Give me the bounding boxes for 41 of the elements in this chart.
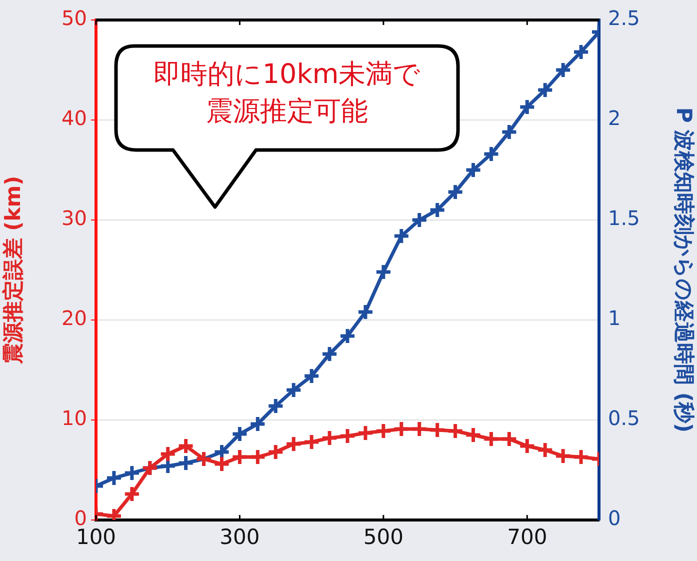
point: [284, 381, 302, 399]
point: [302, 367, 320, 385]
point: [428, 201, 446, 219]
y-tick-label: 10: [62, 406, 87, 430]
point: [177, 454, 195, 472]
point: [105, 469, 123, 487]
point: [536, 81, 554, 99]
y-tick-label: 30: [62, 206, 87, 230]
y-tick-label: 50: [62, 6, 87, 30]
y2-tick-label: 0.5: [608, 406, 640, 430]
point: [266, 397, 284, 415]
point: [320, 345, 338, 363]
x-tick-label: 300: [220, 525, 260, 550]
y-tick-label: 40: [62, 106, 87, 130]
point: [410, 211, 428, 229]
point: [338, 327, 356, 345]
point: [374, 263, 392, 281]
y2-tick-label: 0: [608, 506, 621, 530]
y2-tick-label: 1.5: [608, 206, 640, 230]
point: [518, 98, 536, 116]
point: [464, 161, 482, 179]
x-tick-label: 500: [363, 525, 404, 550]
y2-axis-title: P 波検知時刻からの経過時間 (秒): [672, 107, 696, 433]
point: [554, 61, 572, 79]
point: [392, 227, 410, 245]
point: [356, 303, 374, 321]
point: [482, 145, 500, 163]
x-tick-label: 700: [507, 525, 548, 550]
point: [230, 425, 248, 443]
point: [123, 464, 141, 482]
y2-tick-label: 2.5: [608, 6, 640, 30]
point: [248, 415, 266, 433]
y2-tick-label: 1: [608, 306, 621, 330]
point: [572, 43, 590, 61]
y2-tick-label: 2: [608, 106, 621, 130]
point: [500, 123, 518, 141]
point: [446, 183, 464, 201]
annotation: 即時的に10km未満で震源推定可能: [152, 58, 422, 129]
x-tick-label: 100: [76, 525, 116, 550]
y-axis-title: 震源推定誤差 (km): [1, 176, 26, 366]
y-tick-label: 20: [62, 306, 87, 330]
